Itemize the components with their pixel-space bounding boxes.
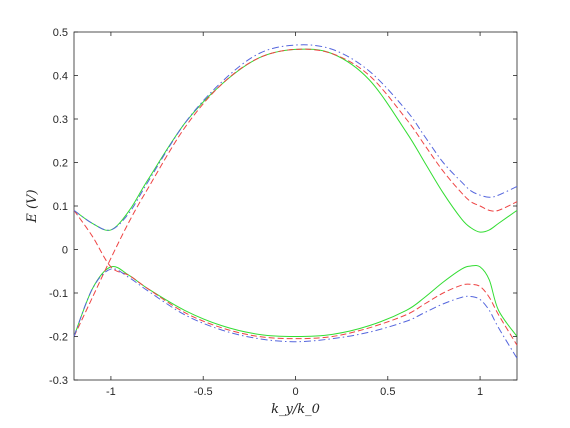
y-tick-label: -0.2 — [49, 332, 68, 344]
y-tick-label: -0.3 — [49, 375, 68, 387]
plot-area — [73, 31, 518, 381]
series-2-upper-line — [73, 48, 518, 337]
x-ticks: -1 -0.5 0 0.5 1 — [106, 32, 483, 398]
y-tick-label: -0.1 — [49, 288, 68, 300]
y-tick-label: 0.5 — [53, 27, 68, 39]
y-tick-label: 0.4 — [53, 71, 68, 83]
y-axis-label: E (V) — [25, 189, 40, 223]
y-tick-label: 0.2 — [53, 158, 68, 170]
y-tick-label: 0 — [62, 245, 68, 257]
series-1-lower-line — [73, 264, 518, 338]
x-tick-label: 1 — [477, 386, 483, 398]
series-3-upper-line — [73, 44, 518, 231]
series-1-upper-line — [73, 48, 518, 233]
x-tick-label: -0.5 — [194, 386, 213, 398]
x-tick-label: -1 — [106, 386, 116, 398]
x-tick-label: 0 — [292, 386, 298, 398]
series-layer — [73, 44, 518, 359]
y-ticks: -0.3 -0.2 -0.1 0 0.1 0.2 0.3 0.4 0.5 — [49, 27, 517, 387]
y-tick-label: 0.3 — [53, 114, 68, 126]
series-3-lower-line — [73, 268, 518, 359]
series-2-lower-line — [73, 210, 518, 346]
x-axis-label: k_y/k_0 — [271, 402, 320, 417]
x-tick-label: 0.5 — [380, 386, 395, 398]
y-tick-label: 0.1 — [53, 201, 68, 213]
